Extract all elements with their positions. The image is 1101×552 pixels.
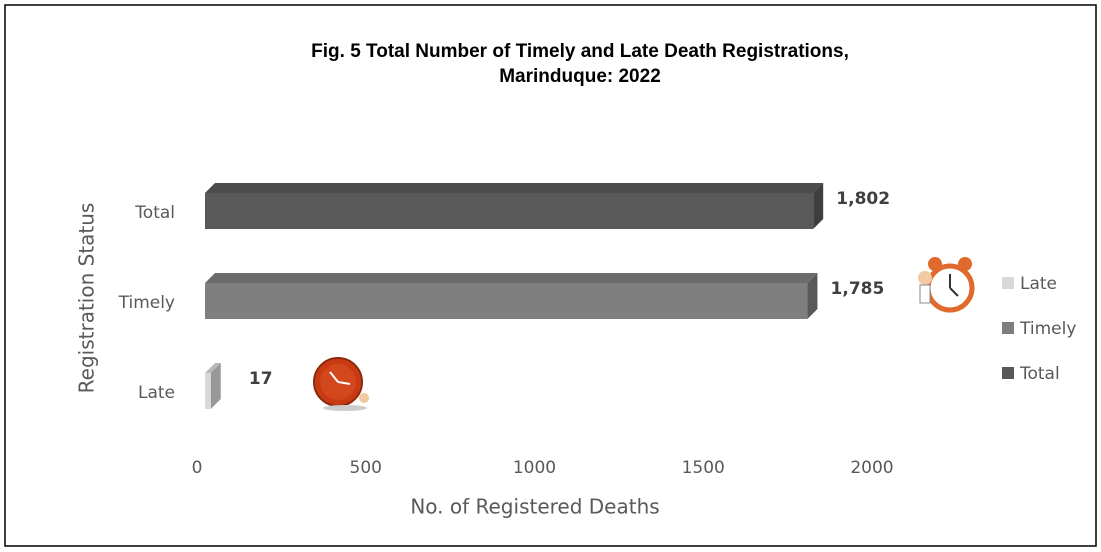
bar xyxy=(205,183,824,229)
y-tick-label: Late xyxy=(138,383,175,403)
chart-title: Marinduque: 2022 xyxy=(499,66,661,87)
y-tick-label: Total xyxy=(134,203,175,223)
x-tick-label: 1000 xyxy=(513,458,556,478)
bar xyxy=(205,363,221,409)
legend-label: Timely xyxy=(1019,319,1076,339)
legend-label: Late xyxy=(1020,274,1057,294)
value-label: 1,802 xyxy=(836,189,890,209)
bar xyxy=(205,273,818,319)
x-tick-label: 0 xyxy=(192,458,203,478)
x-tick-label: 2000 xyxy=(850,458,893,478)
legend-label: Total xyxy=(1019,364,1060,384)
value-label: 17 xyxy=(249,369,273,389)
legend-swatch xyxy=(1002,367,1014,379)
clock-icon xyxy=(313,357,369,411)
value-label: 1,785 xyxy=(831,279,885,299)
legend-swatch xyxy=(1002,322,1014,334)
chart-title: Fig. 5 Total Number of Timely and Late D… xyxy=(311,41,849,62)
y-tick-label: Timely xyxy=(118,293,175,313)
y-axis-label: Registration Status xyxy=(75,203,99,394)
x-axis-label: No. of Registered Deaths xyxy=(410,495,659,519)
legend-swatch xyxy=(1002,277,1014,289)
x-tick-label: 500 xyxy=(350,458,382,478)
clock-icon xyxy=(918,257,975,313)
x-tick-label: 1500 xyxy=(682,458,725,478)
